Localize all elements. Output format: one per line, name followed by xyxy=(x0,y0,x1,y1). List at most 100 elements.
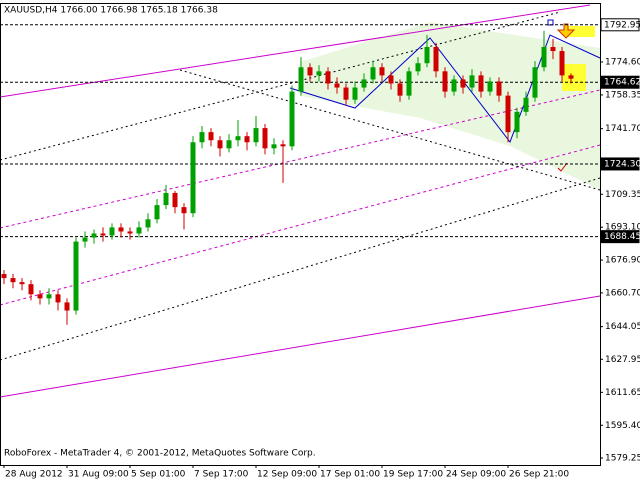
candle-body xyxy=(136,227,142,234)
candle-body xyxy=(208,132,214,141)
y-tick-label: 1693.10 xyxy=(605,223,640,233)
candle-body xyxy=(1,274,7,279)
candle-body xyxy=(55,294,61,303)
candle-body xyxy=(118,227,124,232)
candle-body xyxy=(424,46,430,64)
trendline xyxy=(0,89,601,229)
candle-body xyxy=(289,91,295,147)
price-label-box xyxy=(600,18,640,32)
candle-body xyxy=(109,227,115,236)
y-tick-label: 1758.35 xyxy=(605,90,640,100)
x-tick-label: 5 Sep 01:00 xyxy=(131,470,186,480)
candle-body xyxy=(496,81,502,96)
candle-body xyxy=(433,46,439,72)
x-tick-label: 17 Sep 01:00 xyxy=(320,470,380,480)
price-label: 1792.95 xyxy=(604,20,640,30)
candle-body xyxy=(73,241,79,311)
down-arrow xyxy=(556,23,576,39)
candle-body xyxy=(190,142,196,214)
candle-body xyxy=(505,95,511,133)
candle-body xyxy=(397,83,403,96)
candle-body xyxy=(460,79,466,88)
y-tick-label: 1579.25 xyxy=(605,454,640,464)
candle-body xyxy=(10,278,16,283)
y-tick-label: 1709.35 xyxy=(605,190,640,200)
candle-body xyxy=(253,128,259,143)
candle-body xyxy=(487,81,493,92)
price-label-box xyxy=(600,157,640,171)
candle-body xyxy=(199,132,205,143)
candle-body xyxy=(154,205,160,220)
trendline xyxy=(0,144,601,306)
candle-body xyxy=(100,233,106,236)
y-tick-label: 1676.90 xyxy=(605,256,640,266)
channel-area xyxy=(300,22,600,190)
candle-body xyxy=(19,282,25,285)
candle-body xyxy=(64,302,70,311)
candle-body xyxy=(235,136,241,141)
x-tick-label: 31 Aug 09:00 xyxy=(68,470,129,480)
candle-body xyxy=(550,46,556,52)
x-tick-label: 24 Sep 09:00 xyxy=(446,470,506,480)
candle-body xyxy=(91,233,97,238)
candle-body xyxy=(334,83,340,88)
candle-body xyxy=(415,63,421,72)
marker xyxy=(547,19,554,26)
trendline xyxy=(0,11,561,161)
price-label: 1764.62 xyxy=(604,78,640,88)
candle-body xyxy=(379,67,385,76)
y-tick-label: 1660.70 xyxy=(605,288,640,298)
candle-body xyxy=(271,144,277,149)
candle-body xyxy=(226,140,232,149)
x-tick-label: 12 Sep 09:00 xyxy=(257,470,317,480)
candle-body xyxy=(388,75,394,84)
price-label-box xyxy=(600,230,640,244)
trendline xyxy=(0,295,601,398)
chart-title: XAUUSD,H4 1766.00 1766.98 1765.18 1766.3… xyxy=(4,6,218,16)
candle-body xyxy=(559,51,565,76)
y-tick-label: 1741.70 xyxy=(605,124,640,134)
candle-body xyxy=(46,294,52,299)
price-label: 1688.45 xyxy=(604,232,640,242)
candle-body xyxy=(532,67,538,98)
candle-body xyxy=(451,79,457,92)
target-box xyxy=(565,26,595,37)
trendline xyxy=(0,4,591,98)
y-tick-label: 1644.05 xyxy=(605,322,640,332)
candle-body xyxy=(172,192,178,208)
x-tick-label: 7 Sep 17:00 xyxy=(194,470,249,480)
wave-line xyxy=(289,34,601,144)
target-box xyxy=(562,64,586,91)
y-tick-label: 1611.65 xyxy=(605,388,640,398)
candle-body xyxy=(262,128,268,149)
candle-body xyxy=(217,140,223,149)
candle-body xyxy=(127,231,133,234)
x-tick-label: 28 Aug 2012 xyxy=(5,470,63,480)
price-label-box xyxy=(600,75,640,89)
y-tick-label: 1595.40 xyxy=(605,421,640,431)
y-tick-label: 1774.60 xyxy=(605,57,640,67)
candle-body xyxy=(478,75,484,92)
candle-body xyxy=(352,87,358,100)
x-tick-label: 19 Sep 17:00 xyxy=(383,470,443,480)
analysis-drawings xyxy=(0,4,601,398)
candle-body xyxy=(325,71,331,84)
footer: RoboForex - MetaTrader 4, © 2001-2012, M… xyxy=(4,449,316,459)
candle-body xyxy=(145,219,151,228)
candle-body xyxy=(82,237,88,242)
candle-body xyxy=(316,71,322,76)
candle-body xyxy=(370,67,376,80)
candle-body xyxy=(181,207,187,214)
candle-body xyxy=(343,87,349,100)
y-tick-label: 1627.95 xyxy=(605,355,640,365)
check-mark xyxy=(557,162,568,172)
candle-body xyxy=(523,97,529,112)
x-tick-label: 26 Sep 21:00 xyxy=(509,470,569,480)
candle-body xyxy=(361,79,367,88)
candle-body xyxy=(307,67,313,76)
candle-body xyxy=(280,144,286,147)
candle-body xyxy=(406,71,412,96)
candle-body xyxy=(469,75,475,88)
candle-body xyxy=(514,111,520,133)
